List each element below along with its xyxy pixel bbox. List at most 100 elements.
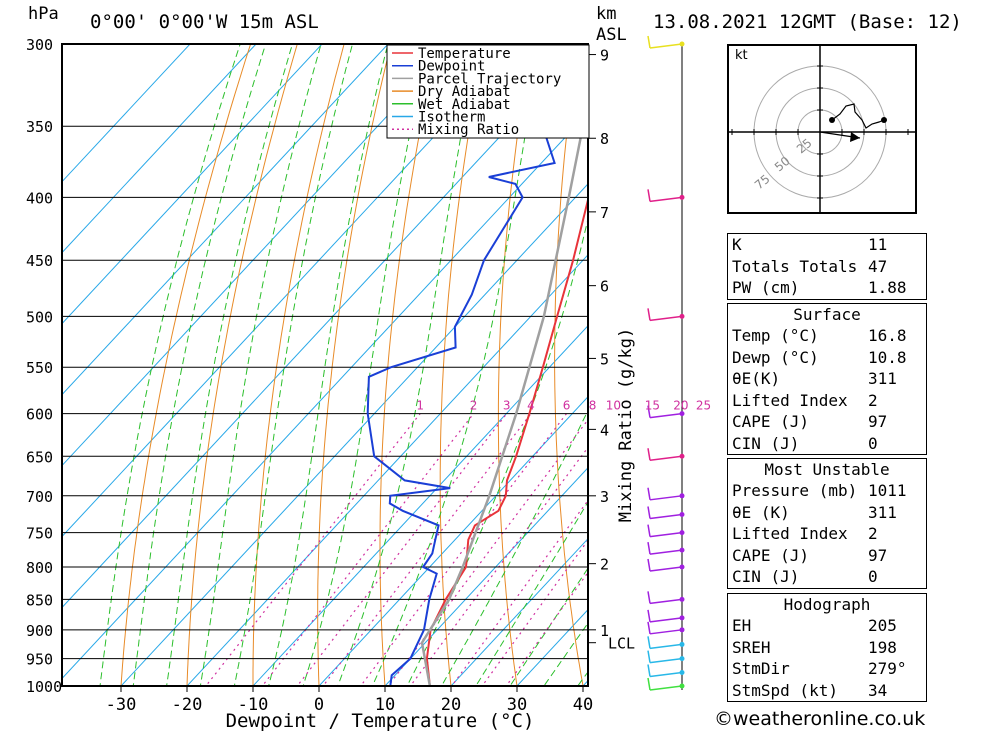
wind-barb: [649, 657, 683, 664]
isotherm-line: [62, 44, 257, 254]
wet-adiabat-line: [233, 44, 354, 686]
wind-barb-dot: [679, 512, 685, 518]
storm-motion-arrow: [850, 132, 860, 142]
wind-barb-dot: [679, 194, 685, 200]
wind-barb-dot: [679, 453, 685, 459]
wet-adiabat-line: [302, 44, 430, 686]
legend-box: [386, 44, 590, 139]
profile-series: [366, 64, 588, 686]
temperature-tick-label: -20: [172, 695, 203, 715]
pressure-tick-label: 900: [26, 622, 53, 640]
wind-barb: [649, 643, 683, 650]
isotherm-line: [62, 44, 323, 325]
km-tick-label: 8: [600, 130, 609, 148]
dry-adiabat-line: [120, 44, 252, 686]
temperature-tick-label: 0: [314, 695, 324, 715]
pressure-tick-label: 550: [26, 359, 53, 377]
km-tick-label: 3: [600, 488, 609, 506]
hodograph-point: [881, 117, 887, 123]
mixing-ratio-label: 4: [527, 399, 535, 413]
height-unit-top: km: [596, 4, 617, 24]
indices-box: K 11 Totals Totals 47 PW (cm) 1.88: [727, 233, 927, 300]
mixing-ratio-line: [322, 413, 532, 686]
wind-barb-dot: [679, 627, 685, 633]
legend-label: Parcel Trajectory: [418, 71, 561, 87]
dry-adiabat-line: [252, 44, 345, 686]
series-dewpoint: [366, 64, 588, 686]
wind-barb: [649, 566, 683, 572]
dry-adiabat-line: [662, 7, 722, 712]
wet-adiabat-line: [509, 567, 588, 686]
mixing-ratio-line: [451, 499, 588, 686]
wind-barb: [649, 315, 683, 322]
datetime-title: 13.08.2021 12GMT (Base: 12): [653, 11, 962, 33]
most-unstable-row: CAPE (J) 97: [732, 545, 888, 565]
most-unstable-box: Most Unstable Pressure (mb) 1011 θE (K) 31…: [727, 458, 927, 589]
wind-barb-dot: [679, 411, 685, 417]
wind-barb: [649, 43, 683, 49]
wind-barb-flag: [647, 524, 651, 537]
pressure-tick-label: 500: [26, 308, 53, 326]
wind-barbs: [647, 35, 685, 691]
wind-barb-dot: [679, 493, 685, 499]
wind-barb-flag: [647, 308, 651, 321]
wind-barb: [649, 671, 683, 678]
temperature-tick-label: 20: [441, 695, 461, 715]
pressure-unit: hPa: [28, 4, 59, 24]
wind-barb-dot: [679, 615, 685, 621]
temperature-tick-label: -30: [106, 695, 137, 715]
temperature-tick-label: 40: [573, 695, 593, 715]
height-unit-bottom: ASL: [596, 25, 627, 45]
pressure-tick-label: 350: [26, 118, 53, 136]
surface-row: θE(K) 311: [732, 369, 897, 388]
wind-barb-dot: [679, 669, 685, 675]
hodograph-params-row: StmDir 279°: [732, 659, 907, 678]
km-tick-label: LCL: [608, 635, 635, 653]
most-unstable-row: Lifted Index 2: [732, 524, 878, 543]
wind-barb: [649, 549, 683, 555]
temperature-tick-label: -10: [238, 695, 269, 715]
mixing-ratio-label: 20: [673, 399, 688, 413]
surface-row: CAPE (J) 97: [732, 412, 888, 431]
dry-adiabat-line: [439, 44, 485, 686]
hodograph: kt 25 50 75: [727, 43, 917, 221]
pressure-tick-label: 300: [26, 36, 53, 54]
hodograph-ring-label: 25: [794, 136, 815, 157]
isotherm-line: [62, 44, 191, 183]
copyright: ©weatheronline.co.uk: [714, 708, 926, 730]
isotherm-line: [62, 44, 389, 396]
wind-barb: [649, 617, 683, 623]
wind-barb-dot: [679, 313, 685, 319]
hodograph-params-row: EH 205: [732, 616, 897, 635]
dry-adiabat-line: [186, 44, 298, 686]
hodograph-unit: kt: [735, 48, 748, 63]
km-tick-label: 2: [600, 556, 609, 574]
wind-barb-flag: [647, 650, 651, 663]
wind-barb-dot: [679, 683, 685, 689]
km-tick-label: 9: [600, 47, 609, 65]
hodograph-point: [829, 117, 835, 123]
dry-adiabat-line: [379, 44, 439, 686]
most-unstable-title: Most Unstable: [764, 460, 890, 479]
wind-barb-dot: [679, 547, 685, 553]
surface-row: Lifted Index 2: [732, 390, 878, 410]
pressure-tick-label: 700: [26, 488, 53, 506]
wind-barb-flag: [647, 591, 651, 604]
wind-barb-flag: [647, 35, 651, 49]
wind-barb-dot: [679, 656, 685, 662]
wet-adiabat-line: [268, 44, 389, 686]
dry-adiabat-line: [554, 44, 584, 686]
wind-barb-dot: [679, 530, 685, 536]
wind-barb-flag: [647, 609, 651, 622]
hodograph-plot: kt 25 50 75: [729, 43, 915, 221]
km-tick-label: 5: [600, 350, 609, 368]
pressure-tick-label: 800: [26, 559, 53, 577]
wind-barb-flag: [647, 189, 651, 202]
hodograph-params-box: Hodograph EH 205 SREH 198 StmDir 279° StmSp…: [727, 593, 927, 702]
wet-adiabat-line: [199, 44, 322, 686]
mixing-ratio-line: [261, 413, 475, 686]
surface-row: Temp (°C) 16.8: [732, 326, 907, 345]
mixing-ratio-line: [359, 413, 567, 686]
wind-barb: [649, 685, 683, 691]
wind-barb: [649, 598, 683, 605]
